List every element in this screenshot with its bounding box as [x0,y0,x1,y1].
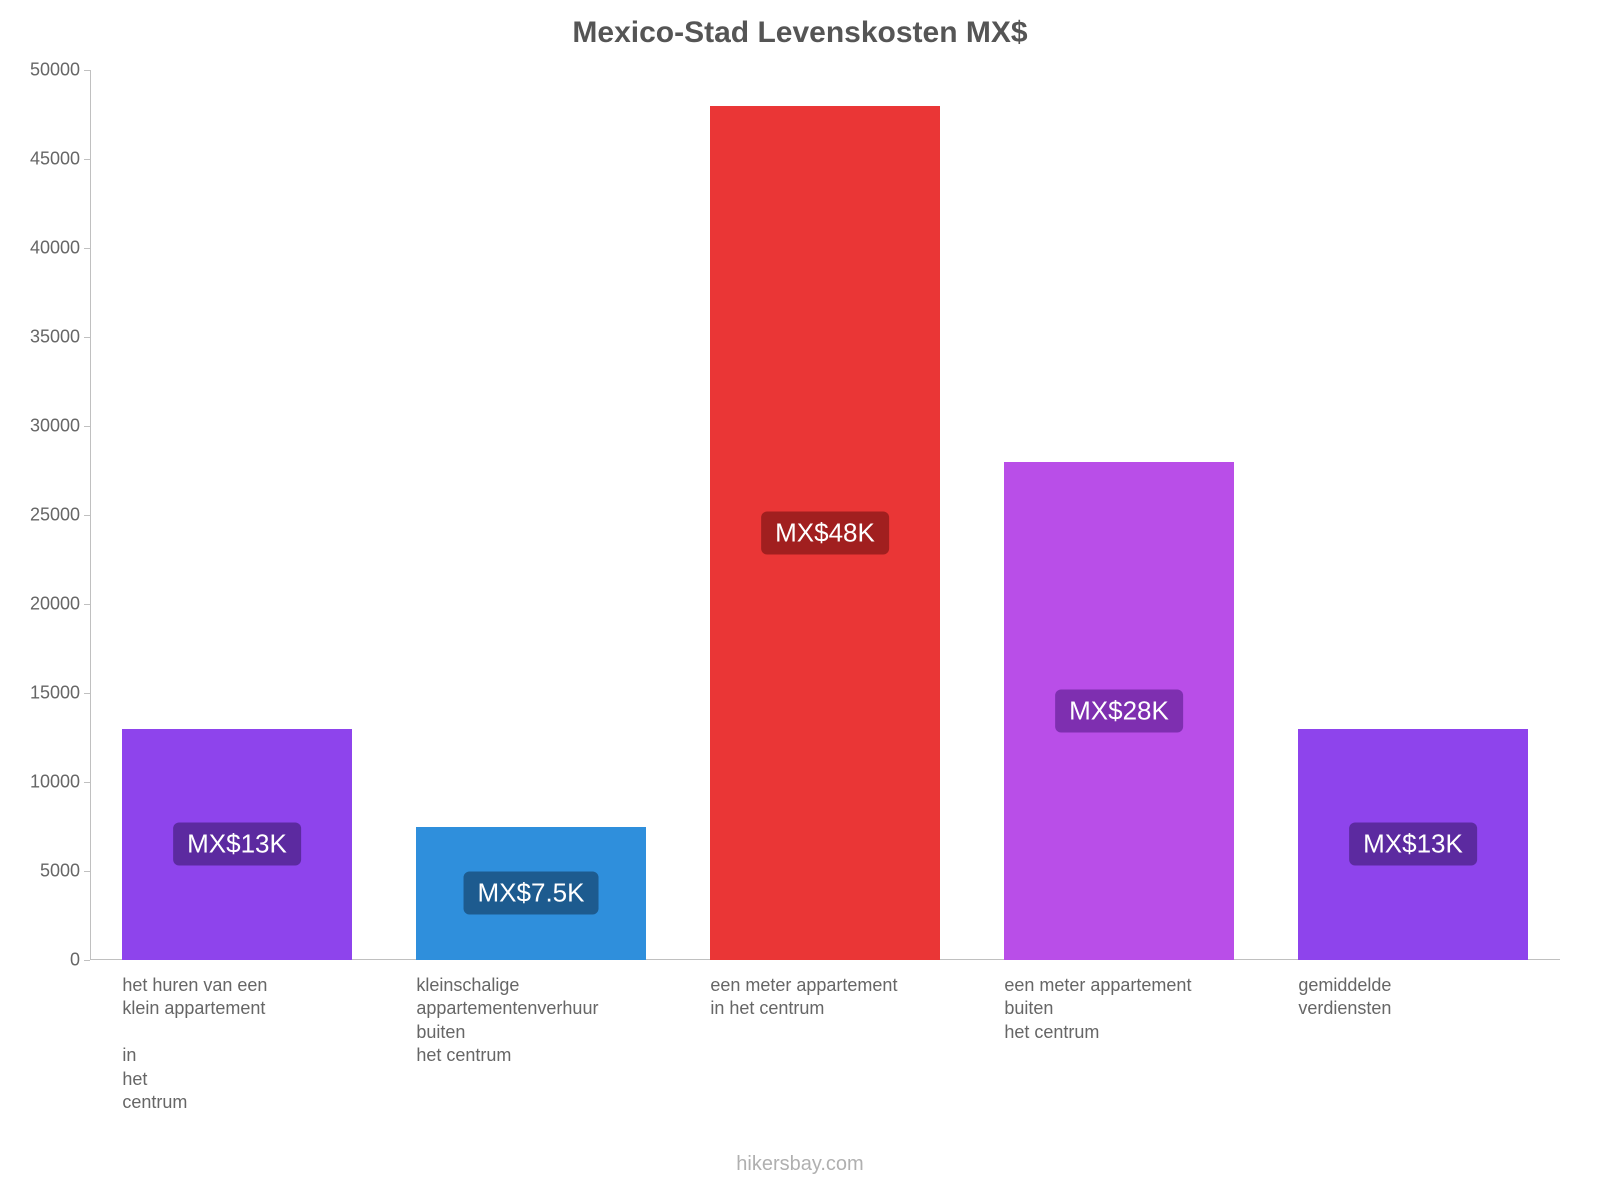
plot-area: 0500010000150002000025000300003500040000… [90,70,1560,960]
x-category-label: kleinschalige appartementenverhuur buite… [416,974,695,1068]
y-tick-label: 25000 [20,505,80,526]
y-tick-label: 35000 [20,327,80,348]
y-tick-label: 40000 [20,238,80,259]
x-category-label: het huren van een klein appartement in h… [122,974,401,1114]
y-tick-mark [84,159,90,160]
x-category-label: een meter appartement buiten het centrum [1004,974,1283,1044]
attribution: hikersbay.com [0,1153,1600,1176]
y-tick-mark [84,693,90,694]
bar-value-label: MX$28K [1055,689,1183,732]
x-category-label: gemiddelde verdiensten [1298,974,1577,1021]
bar-value-label: MX$13K [173,823,301,866]
y-tick-mark [84,604,90,605]
y-tick-label: 5000 [20,861,80,882]
cost-of-living-chart: Mexico-Stad Levenskosten MX$ 05000100001… [0,0,1600,1200]
y-tick-mark [84,426,90,427]
y-tick-label: 10000 [20,772,80,793]
bar-value-label: MX$13K [1349,823,1477,866]
y-tick-mark [84,70,90,71]
y-tick-mark [84,515,90,516]
y-tick-mark [84,248,90,249]
bar-value-label: MX$48K [761,511,889,554]
bar-value-label: MX$7.5K [464,872,599,915]
y-tick-label: 0 [20,950,80,971]
y-tick-label: 15000 [20,683,80,704]
y-tick-mark [84,782,90,783]
y-axis [90,70,91,960]
x-category-label: een meter appartement in het centrum [710,974,989,1021]
y-tick-label: 30000 [20,416,80,437]
y-tick-label: 45000 [20,149,80,170]
y-tick-mark [84,960,90,961]
y-tick-label: 50000 [20,60,80,81]
y-tick-mark [84,871,90,872]
y-tick-mark [84,337,90,338]
chart-title: Mexico-Stad Levenskosten MX$ [0,16,1600,50]
y-tick-label: 20000 [20,594,80,615]
